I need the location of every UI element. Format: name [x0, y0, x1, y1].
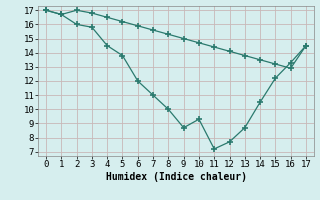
- X-axis label: Humidex (Indice chaleur): Humidex (Indice chaleur): [106, 172, 246, 182]
